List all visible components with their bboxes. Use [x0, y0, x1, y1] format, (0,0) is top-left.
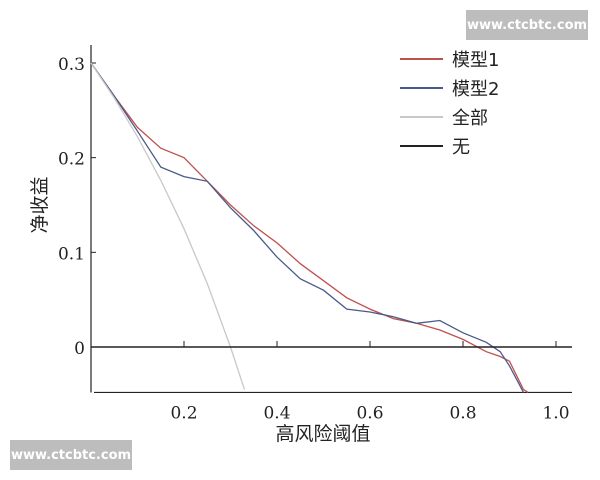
series-line-1 [90, 62, 529, 393]
y-tick-label: 0.2 [58, 150, 85, 170]
x-axis-label: 高风险阈值 [275, 423, 370, 445]
y-axis-label: 净收益 [29, 176, 51, 233]
watermark-bottom-left: www.ctcbtc.com [10, 440, 132, 470]
legend-label: 模型2 [452, 79, 499, 100]
series-line-2 [90, 62, 525, 393]
x-tick-label: 0.4 [263, 403, 290, 423]
y-tick-label: 0.3 [58, 55, 85, 75]
x-tick-label: 0.8 [449, 403, 476, 423]
watermark-top-right: www.ctcbtc.com [466, 10, 588, 40]
legend-label: 模型1 [452, 50, 499, 71]
y-tick-label: 0 [74, 339, 85, 359]
y-tick-label: 0.1 [58, 244, 85, 264]
x-tick-label: 0.2 [170, 403, 197, 423]
series-line-3 [90, 62, 246, 390]
x-tick-label: 1.0 [542, 403, 569, 423]
x-tick-label: 0.6 [356, 403, 383, 423]
legend-label: 无 [452, 137, 470, 158]
legend-label: 全部 [452, 108, 488, 129]
